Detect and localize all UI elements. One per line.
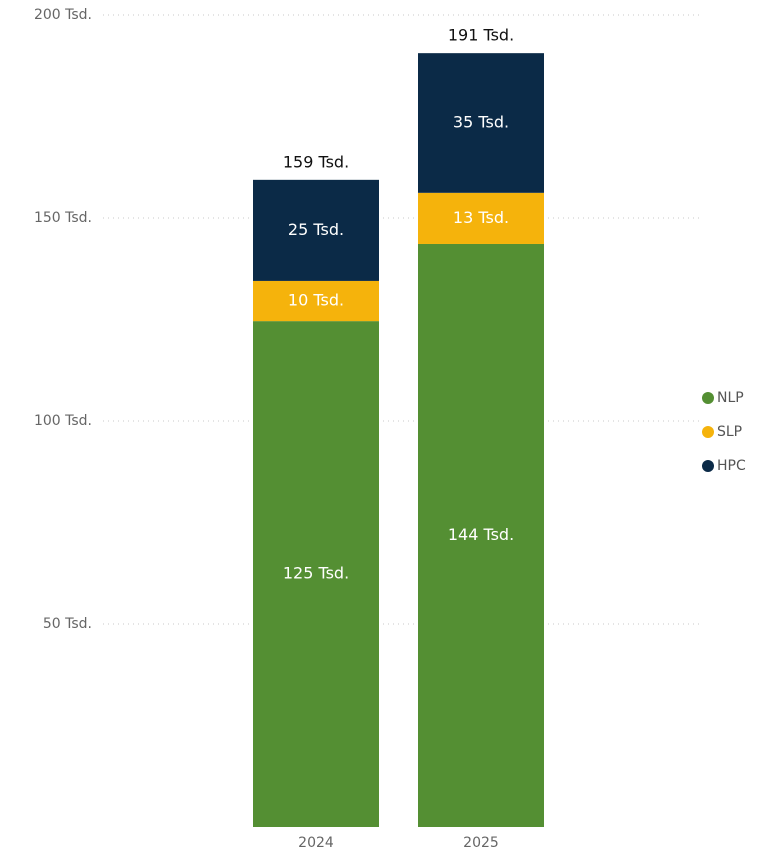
y-tick-label: 100 Tsd. — [34, 413, 92, 429]
data-label: 13 Tsd. — [453, 208, 509, 227]
total-label: 159 Tsd. — [283, 152, 349, 171]
y-tick-label: 50 Tsd. — [43, 616, 92, 632]
data-label: 35 Tsd. — [453, 112, 509, 131]
x-tick-label: 2025 — [463, 835, 499, 851]
bar-segment — [253, 321, 379, 827]
legend-marker — [702, 392, 714, 404]
legend-marker — [702, 460, 714, 472]
total-label: 191 Tsd. — [448, 26, 514, 45]
legend-label: SLP — [717, 424, 742, 440]
legend-marker — [702, 426, 714, 438]
y-tick-label: 150 Tsd. — [34, 210, 92, 226]
bar-segment — [418, 53, 544, 193]
data-label: 10 Tsd. — [288, 291, 344, 310]
legend-label: HPC — [717, 458, 746, 474]
bar-segment — [253, 179, 379, 281]
x-tick-label: 2024 — [298, 835, 334, 851]
data-label: 25 Tsd. — [288, 220, 344, 239]
legend-label: NLP — [717, 390, 744, 406]
bar-segment — [418, 192, 544, 244]
data-label: 144 Tsd. — [448, 525, 514, 544]
data-label: 125 Tsd. — [283, 564, 349, 583]
y-tick-label: 200 Tsd. — [34, 7, 92, 23]
bar-segment — [253, 280, 379, 322]
bar-segment — [418, 243, 544, 827]
